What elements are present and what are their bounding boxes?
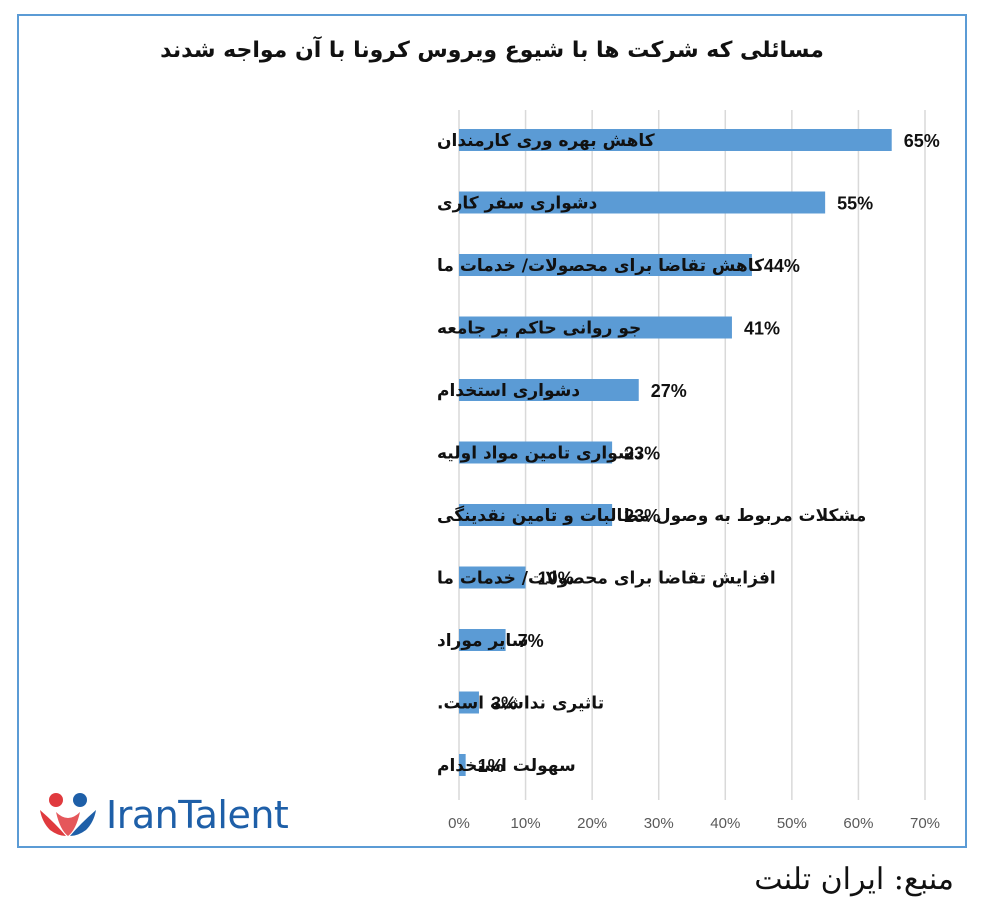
x-tick-label: 40% bbox=[710, 815, 740, 832]
data-label: 27% bbox=[651, 381, 687, 401]
bar bbox=[459, 379, 639, 401]
category-label: دشواری استخدام bbox=[437, 381, 580, 401]
bar bbox=[459, 191, 826, 214]
x-tick-label: 10% bbox=[511, 815, 541, 832]
data-label: 10% bbox=[538, 569, 574, 589]
bar bbox=[459, 754, 466, 776]
data-label: 41% bbox=[744, 319, 780, 339]
bar bbox=[459, 691, 479, 714]
category-label: سایر موراد bbox=[437, 631, 529, 651]
chart-title: مسائلی که شرکت ها با شیوع ویروس کرونا با… bbox=[160, 38, 824, 63]
x-tick-label: 70% bbox=[910, 815, 940, 832]
category-label: دشواری سفر کاری bbox=[437, 194, 598, 214]
x-tick-label: 30% bbox=[644, 815, 674, 832]
bar bbox=[459, 629, 506, 651]
logo-wordmark: IranTalent bbox=[106, 793, 289, 837]
data-label: 23% bbox=[624, 444, 660, 464]
bar bbox=[459, 316, 732, 339]
source-caption: منبع: ایران تلنت bbox=[754, 862, 954, 897]
data-label: 3% bbox=[491, 694, 517, 714]
irantalent-logo-icon bbox=[40, 793, 96, 836]
x-tick-label: 0% bbox=[448, 815, 470, 832]
category-label: کاهش بهره وری کارمندان bbox=[437, 131, 655, 151]
bar bbox=[459, 504, 613, 526]
data-label: 44% bbox=[764, 256, 800, 276]
category-label: تاثیری نداشته است. bbox=[437, 694, 604, 714]
bar bbox=[459, 254, 752, 276]
data-label: 55% bbox=[837, 194, 873, 214]
bar bbox=[459, 129, 892, 151]
category-label: مشکلات مربوط به وصول مطالبات و تامین نقد… bbox=[437, 505, 866, 526]
irantalent-logo: IranTalent bbox=[36, 790, 289, 840]
chart-frame bbox=[17, 14, 967, 848]
bar bbox=[459, 566, 526, 589]
data-label: 7% bbox=[518, 631, 544, 651]
x-tick-label: 20% bbox=[577, 815, 607, 832]
category-label: جو روانی حاکم بر جامعه bbox=[437, 319, 641, 339]
x-tick-label: 50% bbox=[777, 815, 807, 832]
data-label: 65% bbox=[904, 131, 940, 151]
data-label: 1% bbox=[478, 756, 504, 776]
category-label: دشواری تامین مواد اولیه bbox=[437, 444, 644, 464]
category-label: کاهش تقاضا برای محصولات/ خدمات ما bbox=[437, 256, 764, 276]
x-tick-label: 60% bbox=[843, 815, 873, 832]
category-label: افزایش تقاضا برای محصولات/ خدمات ما bbox=[437, 569, 776, 589]
category-label: سهولت استخدام bbox=[437, 756, 576, 776]
bar bbox=[459, 441, 613, 464]
data-label: 23% bbox=[624, 506, 660, 526]
